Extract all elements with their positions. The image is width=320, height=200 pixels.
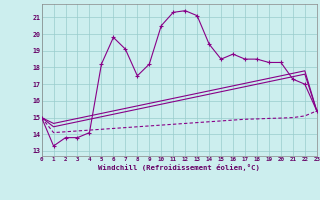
- X-axis label: Windchill (Refroidissement éolien,°C): Windchill (Refroidissement éolien,°C): [98, 164, 260, 171]
